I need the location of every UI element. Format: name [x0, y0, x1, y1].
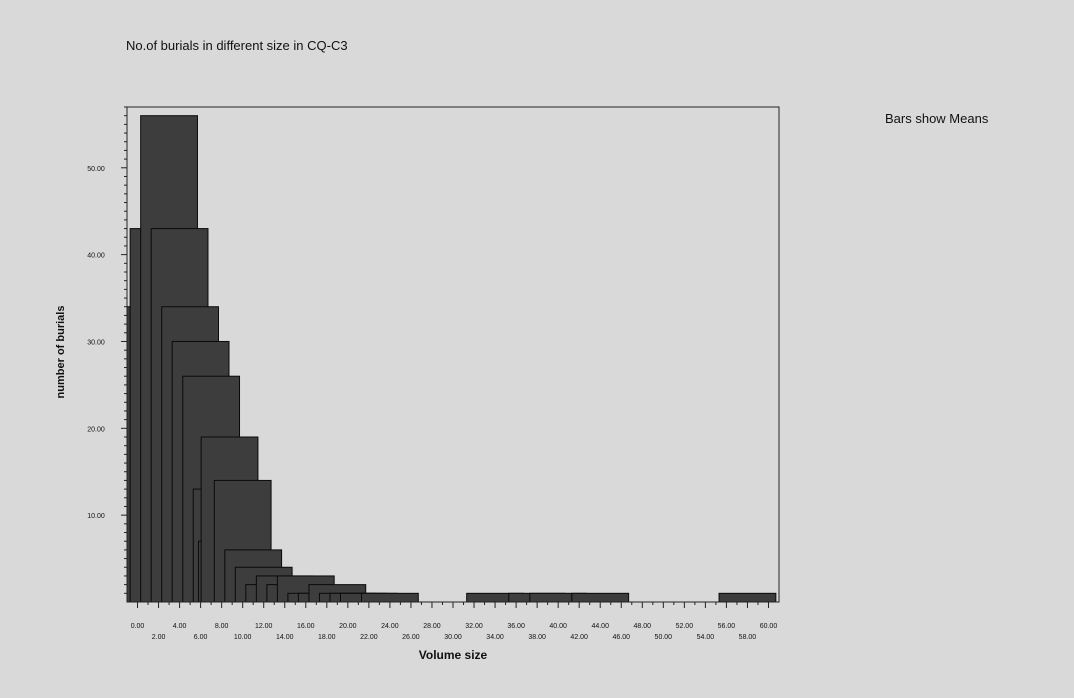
x-tick-label: 12.00: [255, 623, 273, 630]
x-tick-label: 56.00: [718, 623, 736, 630]
x-tick-label: 22.00: [360, 634, 378, 641]
bars-note: Bars show Means: [885, 111, 989, 126]
y-tick-label: 50.00: [87, 166, 105, 173]
x-tick-label: 52.00: [676, 623, 694, 630]
x-tick-label: 58.00: [739, 634, 757, 641]
y-axis: 10.00 20.00 30.00 40.00 50.00: [87, 106, 127, 594]
x-axis: 0.00 2.00 4.00 6.00 8.00 10.0012.0014.0016.00…: [131, 602, 778, 641]
y-tick-label: 40.00: [87, 253, 105, 260]
x-tick-label: 42.00: [570, 634, 588, 641]
y-tick-label: 30.00: [87, 339, 105, 346]
x-tick-label: 14.00: [276, 634, 294, 641]
x-tick-label: 8.00: [215, 623, 229, 630]
bar-29: [718, 592, 777, 603]
x-tick-label: 26.00: [402, 634, 420, 641]
y-axis-title: number of burials: [55, 306, 67, 399]
x-tick-label: 44.00: [591, 623, 609, 630]
x-tick-label: 48.00: [634, 623, 652, 630]
y-tick-label: 20.00: [87, 426, 105, 433]
bar-24: [361, 592, 419, 603]
x-tick-label: 30.00: [444, 634, 462, 641]
x-tick-label: 6.00: [194, 634, 208, 641]
x-tick-label: 20.00: [339, 623, 357, 630]
x-tick-label: 10.00: [234, 634, 252, 641]
bar-28: [571, 592, 630, 603]
x-tick-label: 34.00: [486, 634, 504, 641]
x-tick-label: 2.00: [152, 634, 166, 641]
x-tick-label: 0.00: [131, 623, 145, 630]
x-tick-label: 50.00: [655, 634, 673, 641]
x-tick-label: 54.00: [697, 634, 715, 641]
bars-layer: [126, 115, 777, 603]
x-tick-label: 18.00: [318, 634, 336, 641]
y-tick-label: 10.00: [87, 513, 105, 520]
x-tick-label: 4.00: [173, 623, 187, 630]
x-tick-label: 36.00: [507, 623, 525, 630]
x-tick-label: 24.00: [381, 623, 399, 630]
x-tick-label: 60.00: [760, 623, 778, 630]
x-axis-title: Volume size: [419, 648, 488, 662]
x-tick-label: 46.00: [612, 634, 630, 641]
x-tick-label: 16.00: [297, 623, 315, 630]
chart-title: No.of burials in different size in CQ-C3: [126, 38, 348, 53]
x-tick-label: 32.00: [465, 623, 483, 630]
x-tick-label: 38.00: [528, 634, 546, 641]
x-tick-label: 28.00: [423, 623, 441, 630]
x-tick-label: 40.00: [549, 623, 567, 630]
